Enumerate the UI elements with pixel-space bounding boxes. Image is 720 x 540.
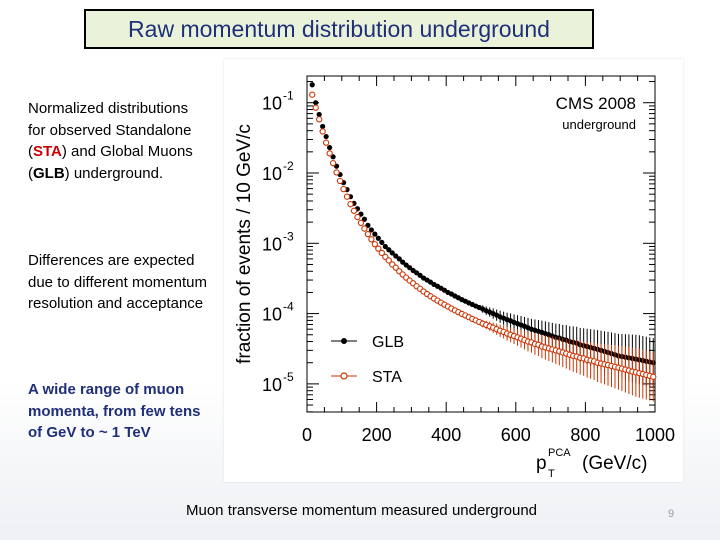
data-point	[379, 239, 385, 245]
data-point	[309, 82, 315, 88]
sta-highlight: STA	[33, 143, 62, 160]
data-point	[361, 225, 368, 232]
y-tick-label-base: 10	[262, 305, 282, 325]
data-point	[372, 231, 378, 237]
y-tick-label-base: 10	[262, 94, 282, 114]
data-point	[357, 219, 365, 227]
legend-glb-marker	[341, 338, 347, 344]
data-point	[350, 207, 358, 214]
y-tick-label-exponent: -5	[283, 370, 294, 384]
data-point	[386, 247, 392, 253]
page-number: 9	[668, 508, 675, 520]
data-point	[368, 227, 374, 233]
data-point	[340, 185, 347, 193]
x-tick-label: 800	[570, 425, 600, 445]
y-tick-label-exponent: -3	[283, 229, 294, 243]
legend-sta-label: STA	[372, 369, 402, 386]
slide-title-box: Raw momentum distribution underground	[84, 9, 594, 49]
data-point	[364, 230, 372, 238]
x-axis-label: p PCA T (GeV/c)	[536, 447, 647, 480]
y-tick-label-exponent: -4	[283, 300, 294, 314]
description-text-a: Normalized distributions for observed St…	[28, 100, 192, 160]
data-point	[322, 139, 330, 146]
momenta-range-paragraph: A wide range of muon momenta, from few t…	[28, 381, 201, 441]
legend-sta-marker	[340, 372, 348, 380]
data-point	[368, 236, 375, 243]
data-point	[309, 91, 316, 98]
description-text-c: ) underground.	[64, 164, 164, 182]
data-point	[326, 150, 333, 157]
data-point	[354, 213, 361, 221]
x-axis-ticks: 0 200 400 600 800 1000	[302, 76, 675, 445]
data-point	[312, 104, 319, 111]
series-sta	[309, 91, 657, 402]
chart-title: CMS 2008	[556, 94, 636, 113]
chart-subtitle: underground	[562, 117, 636, 132]
x-tick-label: 1000	[635, 425, 675, 445]
data-point	[343, 193, 351, 200]
momentum-chart: 0 200 400 600 800 1000 10-110-210-310-410-5 C…	[234, 75, 675, 480]
data-point	[396, 256, 402, 262]
description-paragraph: Normalized distributions for observed St…	[28, 98, 208, 184]
data-point	[313, 100, 319, 106]
x-tick-label: 600	[501, 425, 531, 445]
y-tick-label-base: 10	[262, 234, 282, 254]
slide-title: Raw momentum distribution underground	[128, 15, 550, 42]
data-point	[316, 116, 323, 123]
data-point	[316, 111, 322, 118]
data-point	[336, 177, 344, 185]
data-point	[323, 133, 329, 140]
data-point	[327, 144, 333, 151]
differences-paragraph: Differences are expected due to differen…	[28, 252, 207, 312]
data-point	[378, 249, 385, 257]
x-tick-label: 200	[362, 425, 392, 445]
data-point	[382, 243, 388, 250]
y-tick-label-base: 10	[262, 164, 282, 184]
data-point	[319, 128, 326, 135]
data-point	[375, 235, 381, 241]
glb-highlight: GLB	[33, 164, 65, 182]
x-tick-label: 0	[302, 425, 312, 445]
data-point	[375, 245, 382, 252]
data-point	[329, 160, 337, 167]
x-tick-label: 400	[431, 425, 461, 445]
x-axis-label-unit: (GeV/c)	[582, 453, 647, 474]
y-tick-label-exponent: -2	[283, 159, 294, 173]
data-point	[650, 373, 657, 380]
data-point	[347, 201, 354, 208]
x-axis-label-sup: PCA	[548, 447, 571, 459]
data-point	[385, 257, 392, 264]
data-series	[309, 82, 657, 402]
y-axis-label: fraction of events / 10 GeV/c	[234, 124, 255, 364]
data-point	[417, 272, 423, 278]
data-point	[400, 259, 406, 265]
description-text-b: ) and Global Muons (	[28, 143, 193, 182]
data-point	[320, 123, 326, 130]
data-point	[333, 169, 340, 176]
legend-glb-label: GLB	[372, 334, 404, 351]
chart-panel: 0 200 400 600 800 1000 10 -1 10 -2 10 -3 10 -4 10 -5 C…	[224, 59, 683, 482]
data-point	[371, 241, 379, 248]
data-point	[392, 264, 399, 271]
y-axis-ticks: 10-110-210-310-410-5	[262, 89, 655, 395]
chart-caption: Muon transverse momentum measured underg…	[186, 502, 538, 519]
data-point	[407, 265, 413, 271]
y-tick-label-exponent: -1	[283, 89, 294, 103]
legend: GLB STA	[331, 334, 404, 386]
data-point	[393, 253, 399, 259]
y-tick-label-base: 10	[262, 375, 282, 395]
x-axis-label-sub: T	[548, 468, 555, 480]
data-point	[361, 216, 368, 222]
data-point	[389, 250, 395, 256]
x-axis-label-main: p	[536, 453, 547, 474]
